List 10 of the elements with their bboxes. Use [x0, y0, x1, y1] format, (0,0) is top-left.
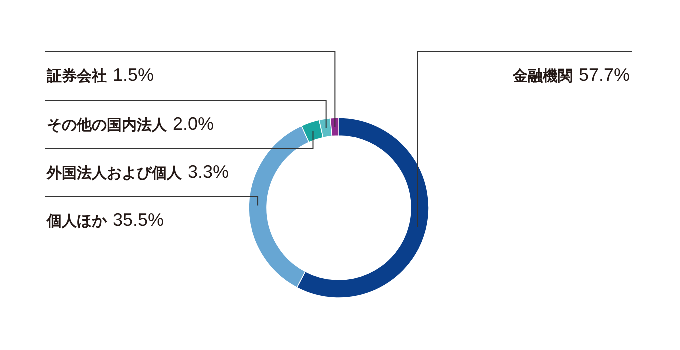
data-label: 35.5%	[113, 210, 164, 230]
data-label: 2.0%	[173, 114, 214, 134]
data-label: 1.5%	[113, 65, 154, 85]
slice-label: 金融機関	[512, 67, 573, 85]
data-label: 3.3%	[188, 162, 230, 182]
slice-label: 証券会社	[46, 67, 107, 85]
slice-label: 個人ほか	[46, 212, 108, 230]
slice-label: その他の国内法人	[47, 116, 168, 134]
data-label: 57.7%	[578, 65, 630, 85]
slice-label: 外国法人および個人	[46, 164, 183, 182]
